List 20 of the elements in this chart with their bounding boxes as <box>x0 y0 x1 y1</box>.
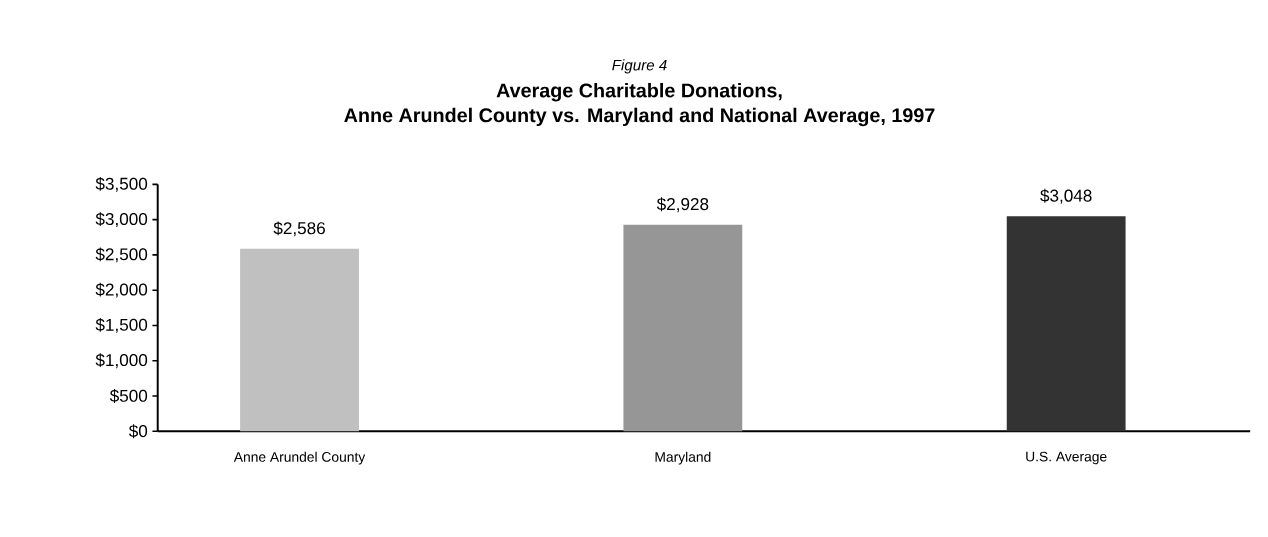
data-label: $2,586 <box>273 221 325 237</box>
data-label: $3,048 <box>1040 188 1092 204</box>
bar <box>240 248 359 432</box>
y-tick-label: $500 <box>109 388 148 403</box>
y-tick-label: $2,000 <box>95 282 148 298</box>
y-tick-label: $2,500 <box>95 247 148 263</box>
x-tick-label: U.S. Average <box>1026 451 1107 465</box>
x-tick-label: Maryland <box>655 451 711 465</box>
chart-title: Average Charitable Donations, <box>496 82 782 102</box>
x-tick-label: Anne Arundel County <box>233 451 366 465</box>
y-tick-label: $3,000 <box>95 212 148 227</box>
y-tick-label: $1,500 <box>95 317 148 333</box>
bar <box>623 224 743 432</box>
y-tick-label: $0 <box>128 424 148 438</box>
chart-subtitle: Anne Arundel County vs. Maryland and National Average, 1997 <box>344 107 935 127</box>
y-tick-label: $3,500 <box>95 176 148 192</box>
caption: Figure 4 <box>612 59 667 74</box>
bar <box>1006 216 1126 432</box>
y-tick-label: $1,000 <box>95 353 148 368</box>
data-label: $2,928 <box>656 197 709 213</box>
